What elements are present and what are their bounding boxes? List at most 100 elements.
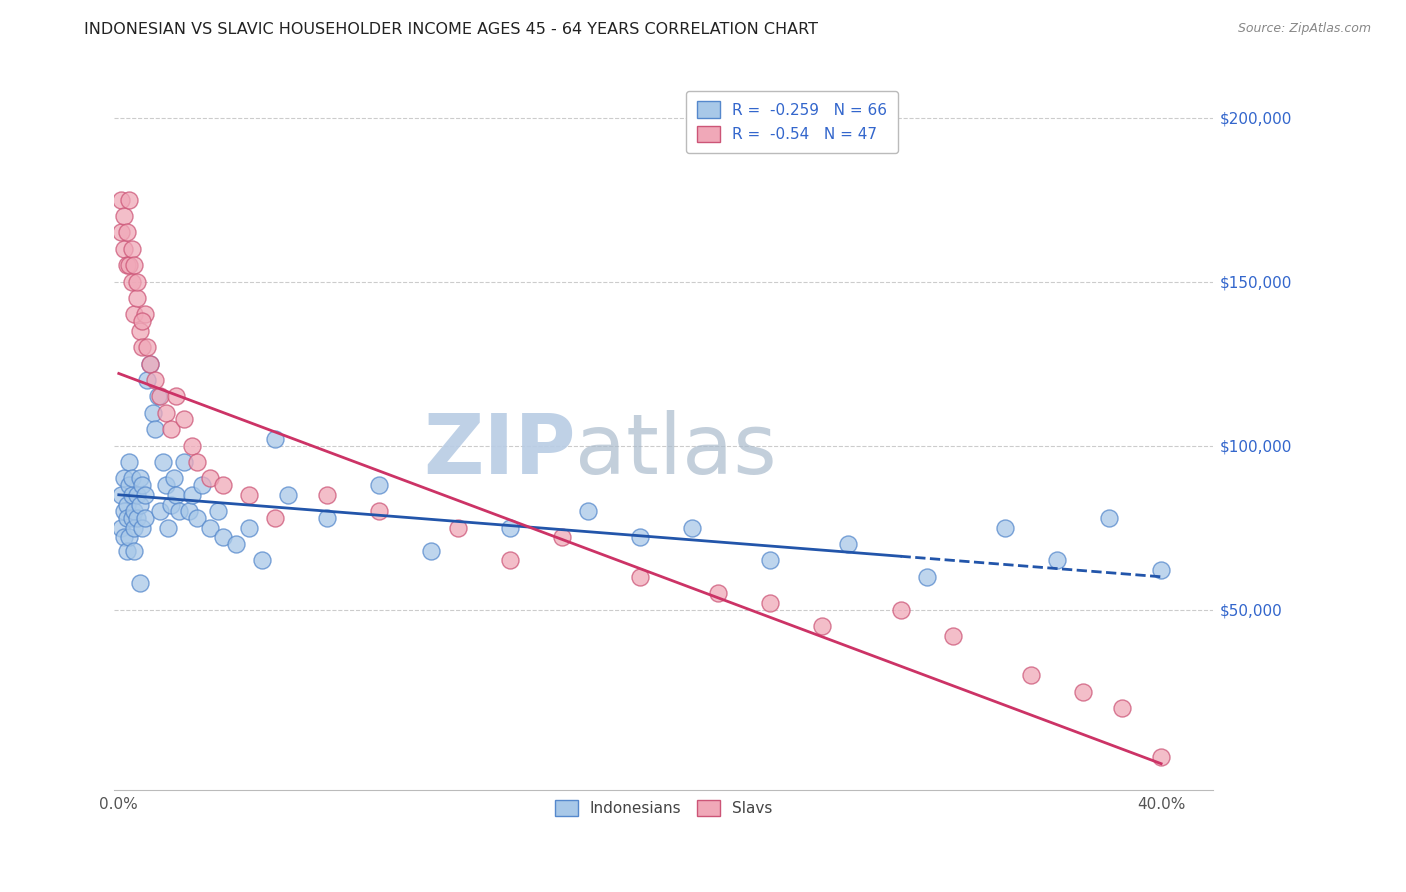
Point xyxy=(136,373,159,387)
Point xyxy=(264,432,287,446)
Point xyxy=(212,478,235,492)
Point xyxy=(498,553,520,567)
Point xyxy=(134,510,156,524)
Point xyxy=(162,471,184,485)
Point xyxy=(157,520,180,534)
Point xyxy=(316,510,339,524)
Point xyxy=(110,193,132,207)
Point xyxy=(124,543,146,558)
Point xyxy=(142,406,165,420)
Legend: Indonesians, Slavs: Indonesians, Slavs xyxy=(546,790,782,826)
Point xyxy=(915,570,938,584)
Point xyxy=(136,340,159,354)
Point xyxy=(110,226,132,240)
Point xyxy=(368,478,391,492)
Point xyxy=(759,553,782,567)
Point xyxy=(124,308,146,322)
Point xyxy=(316,488,339,502)
Point xyxy=(180,439,202,453)
Point xyxy=(186,455,208,469)
Point xyxy=(1150,750,1173,764)
Point xyxy=(152,455,174,469)
Point xyxy=(118,530,141,544)
Point xyxy=(139,357,162,371)
Point xyxy=(124,520,146,534)
Point xyxy=(121,242,143,256)
Point xyxy=(446,520,468,534)
Point xyxy=(118,478,141,492)
Point xyxy=(207,504,229,518)
Point xyxy=(942,629,965,643)
Point xyxy=(112,504,135,518)
Point xyxy=(118,455,141,469)
Point xyxy=(179,504,201,518)
Point xyxy=(121,471,143,485)
Point xyxy=(264,510,287,524)
Point xyxy=(128,576,150,591)
Point xyxy=(115,510,138,524)
Point xyxy=(498,520,520,534)
Point xyxy=(131,520,153,534)
Point xyxy=(128,498,150,512)
Point xyxy=(115,498,138,512)
Text: ZIP: ZIP xyxy=(423,410,575,491)
Point xyxy=(1111,701,1133,715)
Point xyxy=(173,455,195,469)
Point xyxy=(759,596,782,610)
Point xyxy=(118,258,141,272)
Point xyxy=(165,389,187,403)
Point xyxy=(198,471,221,485)
Point xyxy=(707,586,730,600)
Point xyxy=(420,543,443,558)
Point xyxy=(277,488,299,502)
Point xyxy=(124,258,146,272)
Point xyxy=(125,488,148,502)
Point xyxy=(368,504,391,518)
Point xyxy=(128,471,150,485)
Point xyxy=(160,422,183,436)
Point xyxy=(134,488,156,502)
Point xyxy=(681,520,703,534)
Point xyxy=(238,520,260,534)
Point xyxy=(146,389,169,403)
Point xyxy=(112,242,135,256)
Point xyxy=(134,308,156,322)
Point xyxy=(225,537,247,551)
Point xyxy=(890,602,912,616)
Point xyxy=(155,406,177,420)
Point xyxy=(110,520,132,534)
Point xyxy=(128,324,150,338)
Point xyxy=(143,373,166,387)
Point xyxy=(994,520,1017,534)
Text: atlas: atlas xyxy=(575,410,778,491)
Point xyxy=(112,471,135,485)
Point xyxy=(167,504,190,518)
Point xyxy=(149,389,172,403)
Point xyxy=(628,530,651,544)
Point xyxy=(238,488,260,502)
Point xyxy=(110,488,132,502)
Point xyxy=(180,488,202,502)
Point xyxy=(811,619,834,633)
Point xyxy=(124,504,146,518)
Point xyxy=(186,510,208,524)
Point xyxy=(131,478,153,492)
Point xyxy=(1046,553,1069,567)
Point xyxy=(121,488,143,502)
Point xyxy=(155,478,177,492)
Point xyxy=(837,537,859,551)
Point xyxy=(112,209,135,223)
Point xyxy=(121,510,143,524)
Point xyxy=(131,314,153,328)
Point xyxy=(1019,668,1042,682)
Point xyxy=(149,504,172,518)
Point xyxy=(118,193,141,207)
Point xyxy=(576,504,599,518)
Point xyxy=(1071,684,1094,698)
Point xyxy=(160,498,183,512)
Point xyxy=(125,291,148,305)
Point xyxy=(121,275,143,289)
Point xyxy=(125,275,148,289)
Point xyxy=(115,226,138,240)
Point xyxy=(250,553,273,567)
